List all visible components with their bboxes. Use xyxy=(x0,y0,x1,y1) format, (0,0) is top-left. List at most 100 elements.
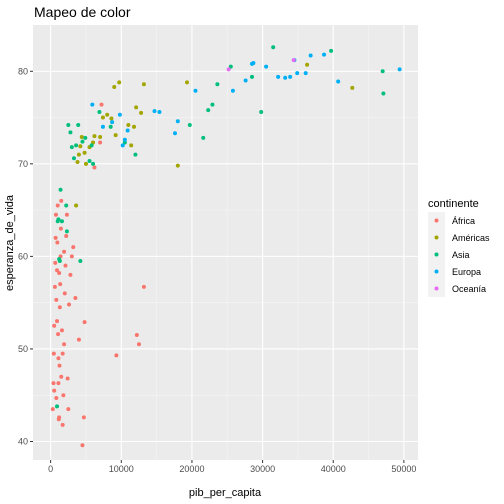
data-point xyxy=(283,75,288,80)
data-point xyxy=(110,120,115,125)
data-point xyxy=(134,105,139,110)
data-point xyxy=(172,131,177,136)
y-tick-label: 70 xyxy=(18,159,28,169)
data-point xyxy=(187,122,192,127)
data-point xyxy=(92,165,97,170)
data-point xyxy=(288,74,293,79)
data-point xyxy=(58,226,63,231)
data-point xyxy=(71,245,76,250)
data-point xyxy=(134,333,139,338)
data-point xyxy=(61,393,66,398)
y-tick-label: 80 xyxy=(18,66,28,76)
data-point xyxy=(122,140,127,145)
data-point xyxy=(329,48,334,53)
legend-label: África xyxy=(452,216,475,226)
data-point xyxy=(57,271,62,276)
data-point xyxy=(59,328,64,333)
data-point xyxy=(56,356,61,361)
legend-label: Asia xyxy=(452,250,470,260)
data-point xyxy=(129,143,134,148)
data-point xyxy=(62,249,67,254)
data-point xyxy=(210,102,215,107)
data-point xyxy=(54,395,59,400)
data-point xyxy=(66,407,71,412)
data-point xyxy=(249,74,254,79)
legend-key-point xyxy=(434,286,439,291)
data-point xyxy=(71,156,76,161)
data-point xyxy=(78,259,83,264)
data-point xyxy=(397,67,402,72)
y-tick-label: 40 xyxy=(18,436,28,446)
data-point xyxy=(126,122,131,127)
data-point xyxy=(175,119,180,124)
data-point xyxy=(55,203,60,208)
data-point xyxy=(76,337,81,342)
data-point xyxy=(68,272,73,277)
data-point xyxy=(59,219,64,224)
data-point xyxy=(215,82,220,87)
x-tick-label: 10000 xyxy=(109,464,134,474)
chart-title: Mapeo de color xyxy=(34,4,131,20)
data-point xyxy=(226,67,231,72)
x-tick-label: 40000 xyxy=(321,464,346,474)
data-point xyxy=(83,161,88,166)
data-point xyxy=(132,124,137,129)
data-point xyxy=(97,110,102,114)
data-point xyxy=(157,110,162,114)
data-point xyxy=(69,254,74,259)
data-point xyxy=(74,203,79,208)
y-axis-ticks: 40 50 60 70 80 xyxy=(18,66,33,446)
data-point xyxy=(100,124,105,129)
data-point xyxy=(56,217,61,222)
data-point xyxy=(51,351,56,356)
data-point xyxy=(53,212,58,217)
data-point xyxy=(380,69,385,74)
major-gridlines xyxy=(33,25,418,460)
data-point xyxy=(305,62,310,67)
data-point xyxy=(139,110,144,115)
data-point xyxy=(64,234,69,239)
data-point xyxy=(74,143,79,148)
data-point xyxy=(308,53,313,58)
data-point xyxy=(141,284,146,289)
data-point xyxy=(295,71,300,76)
data-point xyxy=(57,415,62,420)
data-point xyxy=(122,137,127,142)
data-point xyxy=(91,161,96,166)
data-point xyxy=(55,404,60,409)
data-point xyxy=(381,91,386,96)
data-point xyxy=(65,376,70,381)
data-point xyxy=(52,388,57,393)
data-point xyxy=(80,443,85,448)
data-point xyxy=(83,135,88,140)
data-point xyxy=(87,159,92,164)
data-point xyxy=(63,263,68,268)
data-point xyxy=(108,124,113,129)
data-point xyxy=(125,128,130,133)
data-point xyxy=(80,139,85,144)
x-axis-ticks: 0 10000 20000 30000 40000 50000 xyxy=(48,460,416,474)
legend-label: Oceanía xyxy=(452,284,486,294)
x-tick-label: 30000 xyxy=(250,464,275,474)
data-point xyxy=(98,140,103,145)
data-point xyxy=(230,88,235,93)
data-point xyxy=(60,422,65,427)
data-point xyxy=(291,58,296,63)
data-point xyxy=(64,212,69,217)
data-point xyxy=(51,381,56,386)
data-point xyxy=(55,240,60,245)
data-point xyxy=(243,78,248,83)
data-point xyxy=(259,110,264,114)
x-tick-label: 50000 xyxy=(391,464,416,474)
data-point xyxy=(64,203,69,208)
data-point xyxy=(54,297,59,302)
plot-panel xyxy=(33,25,418,460)
data-point xyxy=(68,130,73,135)
x-tick-label: 20000 xyxy=(179,464,204,474)
data-point xyxy=(82,320,87,325)
data-point xyxy=(109,116,114,121)
data-point xyxy=(114,353,119,358)
data-point xyxy=(100,115,105,120)
data-point xyxy=(264,64,269,69)
